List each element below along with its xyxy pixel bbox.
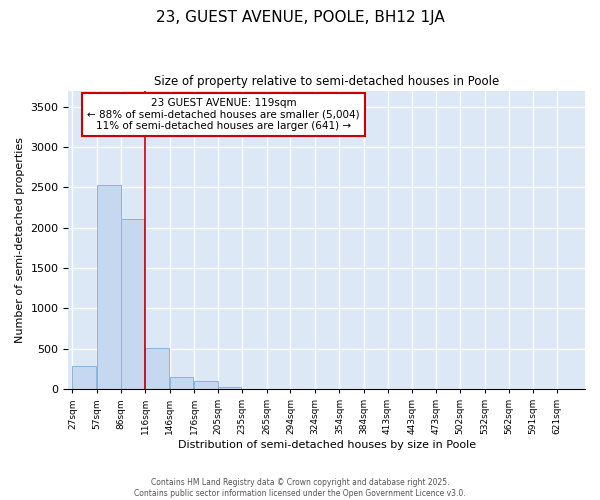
Bar: [121, 219, 145, 389]
X-axis label: Distribution of semi-detached houses by size in Poole: Distribution of semi-detached houses by …: [178, 440, 476, 450]
Bar: [73, 366, 96, 389]
Text: 23, GUEST AVENUE, POOLE, BH12 1JA: 23, GUEST AVENUE, POOLE, BH12 1JA: [155, 10, 445, 25]
Text: Contains HM Land Registry data © Crown copyright and database right 2025.
Contai: Contains HM Land Registry data © Crown c…: [134, 478, 466, 498]
Title: Size of property relative to semi-detached houses in Poole: Size of property relative to semi-detach…: [154, 75, 499, 88]
Bar: [145, 348, 169, 389]
Y-axis label: Number of semi-detached properties: Number of semi-detached properties: [15, 137, 25, 343]
Bar: [194, 382, 218, 389]
Text: 23 GUEST AVENUE: 119sqm
← 88% of semi-detached houses are smaller (5,004)
11% of: 23 GUEST AVENUE: 119sqm ← 88% of semi-de…: [87, 98, 359, 131]
Bar: [97, 185, 121, 389]
Bar: [218, 386, 241, 389]
Bar: [170, 376, 193, 389]
